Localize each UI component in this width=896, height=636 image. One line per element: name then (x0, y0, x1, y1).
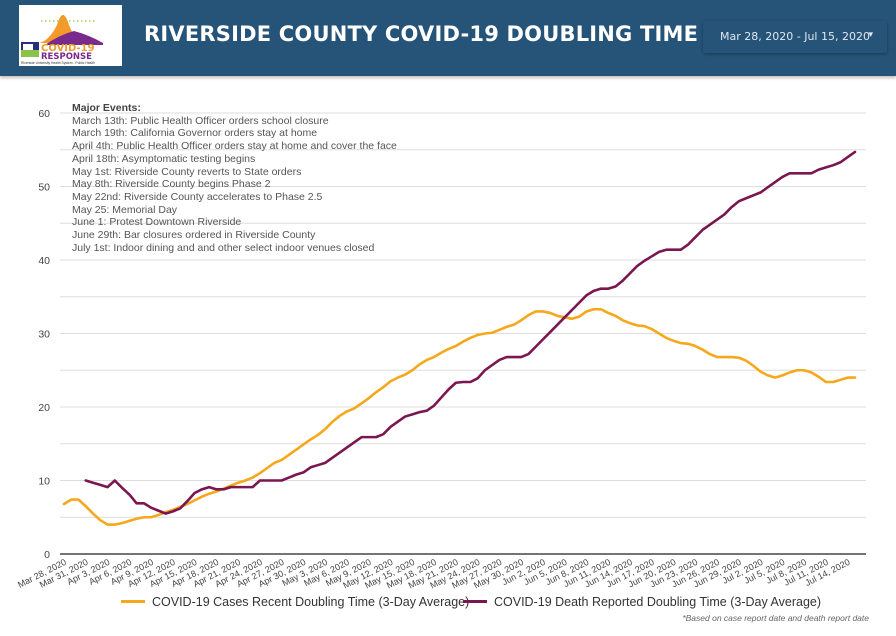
logo-line2: RESPONSE (41, 52, 92, 62)
logo-graphic: COVID-19 RESPONSE Riverside University H… (21, 15, 103, 65)
event-item: May 22nd: Riverside County accelerates t… (72, 190, 323, 203)
y-tick-label: 20 (38, 402, 50, 414)
event-item: March 13th: Public Health Officer orders… (72, 114, 329, 127)
legend-item-cases[interactable]: COVID-19 Cases Recent Doubling Time (3-D… (121, 595, 469, 609)
footnote: *Based on case report date and death rep… (682, 613, 869, 623)
event-item: May 25: Memorial Day (72, 203, 178, 216)
caret-down-icon[interactable]: ▾ (868, 29, 873, 39)
covid-response-logo: COVID-19 RESPONSE Riverside University H… (19, 5, 122, 66)
event-item: April 4th: Public Health Officer orders … (72, 140, 397, 153)
legend-item-deaths[interactable]: COVID-19 Death Reported Doubling Time (3… (463, 595, 821, 609)
events-heading: Major Events: (72, 102, 141, 114)
event-item: May 1st: Riverside County reverts to Sta… (72, 165, 302, 178)
logo-subtitle: Riverside University Health System - Pub… (21, 61, 95, 65)
legend-swatch-deaths (463, 600, 487, 604)
y-tick-label: 60 (38, 108, 50, 120)
deaths-line (84, 150, 857, 515)
cases-line (62, 307, 857, 526)
y-tick-label: 40 (38, 255, 50, 267)
event-item: July 1st: Indoor dining and and other se… (72, 241, 375, 254)
major-events-annotation: Major Events: March 13th: Public Health … (72, 102, 397, 254)
page-title: RIVERSIDE COUNTY COVID-19 DOUBLING TIME (144, 22, 699, 46)
y-tick-label: 50 (38, 182, 50, 194)
y-tick-label: 30 (38, 329, 50, 341)
event-item: June 29th: Bar closures ordered in River… (72, 229, 316, 242)
series-lines (62, 150, 857, 526)
date-range-picker[interactable]: Mar 28, 2020 - Jul 15, 2020 ▾ (703, 21, 887, 53)
y-axis-ticks: 0 10 20 30 40 50 60 (38, 108, 50, 561)
legend-label-deaths: COVID-19 Death Reported Doubling Time (3… (494, 595, 822, 609)
event-item: June 1: Protest Downtown Riverside (72, 216, 242, 229)
logo-line1: COVID-19 (41, 43, 95, 54)
header-bar: COVID-19 RESPONSE Riverside University H… (0, 0, 896, 76)
date-range-label: Mar 28, 2020 - Jul 15, 2020 (720, 30, 870, 43)
legend-label-cases: COVID-19 Cases Recent Doubling Time (3-D… (152, 595, 470, 609)
legend-swatch-cases (121, 600, 145, 604)
event-item: March 19th: California Governor orders s… (72, 127, 318, 140)
y-tick-label: 10 (38, 476, 50, 488)
event-item: May 8th: Riverside County begins Phase 2 (72, 178, 271, 191)
y-tick-label: 0 (44, 549, 50, 561)
grid-lines (60, 112, 866, 518)
event-item: April 18th: Asymptomatic testing begins (72, 152, 256, 165)
